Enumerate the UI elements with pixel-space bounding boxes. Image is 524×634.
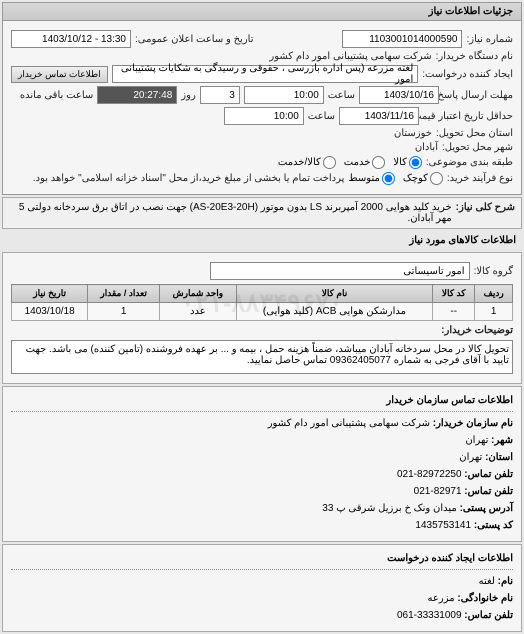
type-small[interactable]: کوچک — [403, 172, 443, 185]
days-field: 3 — [200, 86, 240, 104]
table-cell: -- — [433, 303, 475, 321]
category-radio-group: کالا خدمت کالا/خدمت — [278, 156, 422, 169]
table-cell: عدد — [160, 303, 237, 321]
cat-kala-radio[interactable] — [409, 156, 422, 169]
pay-note: پرداخت تمام یا بخشی از مبلغ خرید،از محل … — [33, 173, 345, 184]
table-header: ردیف — [475, 285, 513, 303]
cat-kala-label: کالا — [393, 157, 407, 168]
table-header: تعداد / مقدار — [88, 285, 160, 303]
contact-creator-header: اطلاعات ایجاد کننده درخواست — [11, 551, 513, 570]
panel-header: جزئیات اطلاعات نیاز — [3, 3, 521, 21]
org-value: شرکت سهامی پشتیبانی امور دام کشور — [268, 418, 430, 429]
org-province-label: استان: — [485, 452, 513, 463]
creator-name: لغته — [479, 576, 495, 587]
org-post-label: کد پستی: — [474, 520, 513, 531]
cat-kalakhad[interactable]: کالا/خدمت — [278, 156, 336, 169]
contact-info-button[interactable]: اطلاعات تماس خریدار — [11, 66, 108, 83]
org-phone-label: تلفن تماس: — [464, 469, 513, 480]
time-label-2: ساعت — [308, 111, 335, 122]
table-header: کد کالا — [433, 285, 475, 303]
group-field: امور تاسیساتی — [210, 262, 470, 280]
table-cell: 1 — [88, 303, 160, 321]
goods-header: اطلاعات کالاهای مورد نیاز — [0, 231, 524, 250]
price-valid-date: 1403/11/16 — [339, 107, 419, 125]
key-label: شرح کلی نیاز: — [456, 202, 515, 224]
key-text: خرید کلید هوایی 2000 آمپربرند LS بدون مو… — [9, 202, 452, 224]
table-header: تاریخ نیاز — [12, 285, 88, 303]
time-label-1: ساعت — [328, 90, 355, 101]
table-row: 1--مدارشکن هوایی ACB (کلید هوایی)عدد1140… — [12, 303, 513, 321]
creator-family-label: نام خانوادگی: — [457, 593, 513, 604]
remain-field: 20:27:48 — [97, 86, 177, 104]
table-cell: 1403/10/18 — [12, 303, 88, 321]
cat-kala[interactable]: کالا — [393, 156, 422, 169]
subject-field: لغته مزرعه (پس اداره بازرسی ، حقوقی و رس… — [112, 65, 419, 83]
datetime-label: تاریخ و ساعت اعلان عمومی: — [135, 34, 254, 45]
type-label: نوع فرآیند خرید: — [447, 173, 513, 184]
deadline-date: 1403/10/16 — [359, 86, 439, 104]
price-valid-time: 10:00 — [224, 107, 304, 125]
org-fax: 82971-021 — [414, 486, 462, 497]
org-addr: میدان ونک خ برزیل شرقی پ 33 — [322, 503, 456, 514]
cat-kalakhad-label: کالا/خدمت — [278, 157, 321, 168]
price-valid-label: حداقل تاریخ اعتبار قیمت: تا تاریخ: — [423, 111, 513, 122]
req-no-field: 1103001014000590 — [342, 30, 462, 48]
city-label: شهر محل تحویل: — [442, 142, 513, 153]
org-addr-label: آدرس پستی: — [460, 503, 513, 514]
table-cell: مدارشکن هوایی ACB (کلید هوایی) — [236, 303, 432, 321]
type-med-label: متوسط — [348, 173, 379, 184]
creator-label: ایجاد کننده درخواست: — [422, 69, 513, 80]
datetime-field: 13:30 - 1403/10/12 — [11, 30, 131, 48]
type-radio-group: کوچک متوسط — [348, 172, 442, 185]
org-fax-label: تلفن تماس: — [464, 486, 513, 497]
creator-family: مزرعه — [428, 593, 455, 604]
goods-table: ردیفکد کالانام کالاواحد شمارشتعداد / مقد… — [11, 284, 513, 321]
table-cell: 1 — [475, 303, 513, 321]
key-description-row: شرح کلی نیاز: خرید کلید هوایی 2000 آمپرب… — [2, 197, 522, 229]
cat-khadamat-label: خدمت — [344, 157, 371, 168]
state-value: خوزستان — [394, 128, 432, 139]
org-phone: 82972250-021 — [397, 469, 462, 480]
creator-phone-label: تلفن تماس: — [464, 610, 513, 621]
buyer-note-label: توضیحات خریدار: — [463, 325, 513, 336]
state-label: استان محل تحویل: — [436, 128, 513, 139]
org-city-label: شهر: — [491, 435, 513, 446]
category-label: طبقه بندی موضوعی: — [426, 157, 513, 168]
deadline-label: مهلت ارسال پاسخ: — [443, 90, 513, 101]
table-header: نام کالا — [236, 285, 432, 303]
contact-creator-block: اطلاعات ایجاد کننده درخواست نام: لغته نا… — [2, 544, 522, 632]
org-city: تهران — [465, 435, 488, 446]
creator-name-label: نام: — [498, 576, 513, 587]
cat-khadamat[interactable]: خدمت — [344, 156, 386, 169]
contact-org-block: اطلاعات تماس سازمان خریدار نام سازمان خر… — [2, 386, 522, 542]
org-label: نام سازمان خریدار: — [433, 418, 513, 429]
type-small-label: کوچک — [403, 173, 428, 184]
org-post: 1435753141 — [415, 520, 471, 531]
buyer-note-text — [11, 340, 513, 374]
contact-org-header: اطلاعات تماس سازمان خریدار — [11, 393, 513, 412]
cat-khadamat-radio[interactable] — [372, 156, 385, 169]
city-value: آبادان — [415, 142, 438, 153]
org-province: تهران — [459, 452, 482, 463]
buyer-unit-label: نام دستگاه خریدار: — [436, 51, 513, 62]
days-label: روز — [181, 90, 196, 101]
type-med[interactable]: متوسط — [348, 172, 394, 185]
group-label: گروه کالا: — [474, 266, 513, 277]
type-small-radio[interactable] — [430, 172, 443, 185]
type-med-radio[interactable] — [382, 172, 395, 185]
deadline-time: 10:00 — [244, 86, 324, 104]
remain-label: ساعت باقی مانده — [20, 90, 93, 101]
cat-kalakhad-radio[interactable] — [323, 156, 336, 169]
req-no-label: شماره نیاز: — [466, 34, 513, 45]
creator-phone: 33331009-061 — [397, 610, 462, 621]
table-header: واحد شمارش — [160, 285, 237, 303]
need-details-panel: جزئیات اطلاعات نیاز شماره نیاز: 11030010… — [2, 2, 522, 195]
buyer-unit: شرکت سهامی پشتیبانی امور دام کشور — [269, 51, 431, 62]
